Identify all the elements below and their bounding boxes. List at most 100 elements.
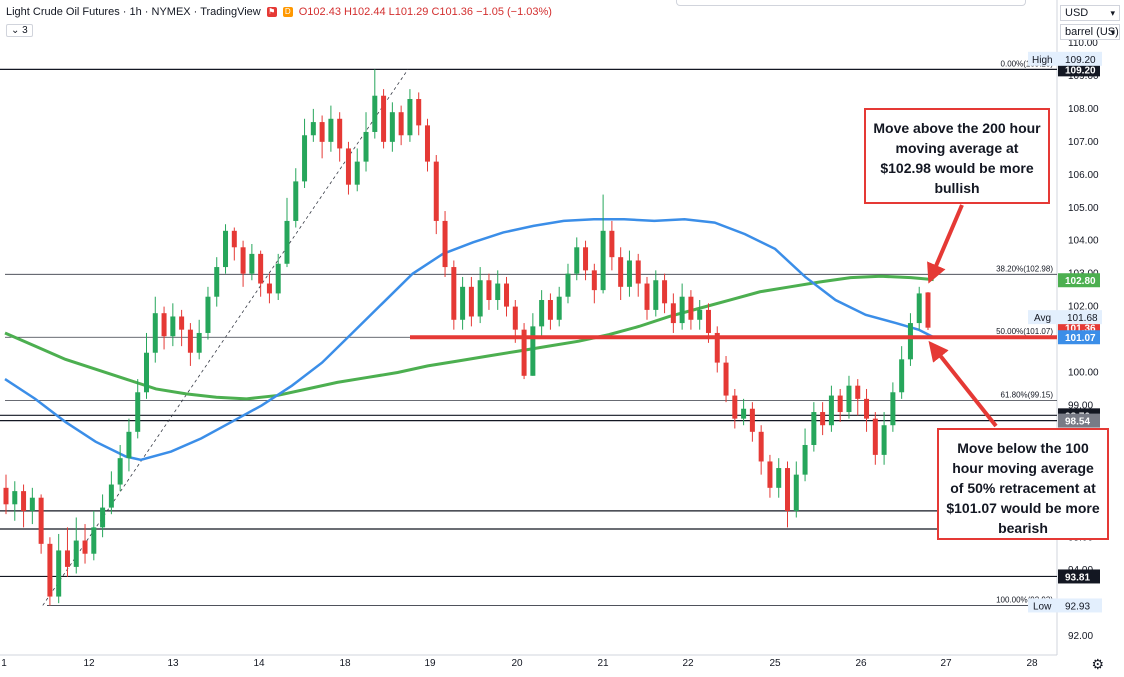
candle-body xyxy=(662,280,668,304)
x-tick-label: 25 xyxy=(769,658,781,669)
candle-body xyxy=(872,418,878,455)
candle-body xyxy=(372,95,378,132)
callout-bullish-text: Move above the 200 hour moving average a… xyxy=(873,120,1041,196)
candle-body xyxy=(846,385,852,413)
candle-body xyxy=(73,540,79,567)
candle-body xyxy=(890,392,896,426)
grid xyxy=(0,0,1058,656)
candle-body xyxy=(407,99,413,136)
candle-body xyxy=(504,283,510,307)
candle-body xyxy=(284,220,290,264)
studies-toggle[interactable]: ⌄ 3 xyxy=(6,24,33,37)
candle-body xyxy=(170,316,176,337)
candle-body xyxy=(864,398,870,419)
candle-body xyxy=(91,527,97,554)
candle-body xyxy=(776,468,782,488)
candle-body xyxy=(793,474,799,511)
candle-body xyxy=(205,296,211,333)
candle-body xyxy=(644,283,650,310)
candle-body xyxy=(574,247,580,274)
candle-body xyxy=(319,122,325,142)
candle-body xyxy=(723,362,729,396)
avg-label-bg xyxy=(1028,310,1102,325)
candle-body xyxy=(802,444,808,475)
candle-body xyxy=(302,135,308,182)
candle-body xyxy=(266,283,272,294)
y-tick-label: 109.00 xyxy=(1068,71,1099,82)
candle-body xyxy=(925,292,931,328)
candle-body xyxy=(363,131,369,162)
axis-badge-text: 102.80 xyxy=(1065,276,1096,287)
high-value: 109.20 xyxy=(1065,55,1096,66)
high-label-bg xyxy=(1028,51,1102,66)
candle-body xyxy=(758,431,764,462)
axis-badge xyxy=(1058,330,1100,345)
unit-select[interactable]: barrel (US) ▾ xyxy=(1060,24,1120,40)
candle-body xyxy=(855,385,861,399)
gear-icon[interactable]: ⚙ xyxy=(1091,656,1104,672)
chart-header: Light Crude Oil Futures · 1h · NYMEX · T… xyxy=(6,6,552,18)
y-tick-label: 104.00 xyxy=(1068,236,1099,247)
y-tick-label: 110.00 xyxy=(1068,38,1098,49)
candle-body xyxy=(100,507,106,528)
candle-body xyxy=(521,329,527,376)
chevron-down-icon: ▾ xyxy=(1110,8,1115,18)
flag-icon[interactable]: ⚑ xyxy=(266,7,277,17)
x-tick-label: 20 xyxy=(511,658,523,669)
candle-body xyxy=(460,286,466,320)
candles xyxy=(3,69,931,606)
candle-body xyxy=(240,247,246,274)
fib-level-label: 100.00%(92.93) xyxy=(996,595,1053,604)
fib-level-label: 61.80%(99.15) xyxy=(1001,391,1054,400)
candle-body xyxy=(881,425,887,455)
candle-body xyxy=(337,118,343,149)
candle-body xyxy=(38,497,44,544)
fib-level-label: 38.20%(102.98) xyxy=(996,264,1053,273)
candle-body xyxy=(196,332,202,353)
candle-body xyxy=(310,122,316,136)
candle-body xyxy=(837,395,843,413)
axis-badge xyxy=(1058,273,1100,288)
candle-body xyxy=(468,286,474,317)
low-label-bg xyxy=(1028,598,1102,613)
candle-body xyxy=(258,253,264,284)
price-level-badge xyxy=(1058,569,1100,584)
candle-body xyxy=(275,263,281,294)
candle-body xyxy=(486,280,492,301)
candle-body xyxy=(354,161,360,185)
ma200-line xyxy=(4,274,934,401)
x-tick-label: 22 xyxy=(682,658,694,669)
ma100-line xyxy=(4,218,935,462)
x-tick-label: 1 xyxy=(1,658,7,669)
candle-body xyxy=(3,487,9,505)
candle-body xyxy=(635,260,641,284)
arrows xyxy=(927,204,998,428)
avg-value: 101.68 xyxy=(1067,313,1098,324)
candle-body xyxy=(583,247,589,271)
candle-body xyxy=(626,260,632,287)
candle-body xyxy=(108,484,114,508)
candle-body xyxy=(442,220,448,268)
price-level-badge-text: 109.20 xyxy=(1065,65,1096,76)
chevron-down-icon: ⌄ xyxy=(11,25,20,36)
y-tick-label: 108.00 xyxy=(1068,104,1099,115)
candle-body xyxy=(820,412,826,426)
candle-body xyxy=(143,352,149,393)
price-level-badge xyxy=(1058,62,1100,77)
x-tick-label: 21 xyxy=(597,658,609,669)
delayed-data-icon: D xyxy=(282,7,293,17)
candle-body xyxy=(82,540,88,554)
candle-body xyxy=(512,306,518,330)
fib-level-label: 50.00%(101.07) xyxy=(996,327,1053,336)
candle-body xyxy=(653,280,659,310)
candle-body xyxy=(424,125,430,162)
candle-body xyxy=(293,181,299,221)
candle-body xyxy=(811,412,817,445)
x-tick-label: 26 xyxy=(855,658,867,669)
currency-select[interactable]: USD ▾ xyxy=(1060,5,1120,21)
low-value: 92.93 xyxy=(1065,601,1090,612)
symbol-title[interactable]: Light Crude Oil Futures · 1h · NYMEX · T… xyxy=(6,6,261,18)
moving-averages xyxy=(4,218,935,462)
candle-body xyxy=(231,230,237,248)
